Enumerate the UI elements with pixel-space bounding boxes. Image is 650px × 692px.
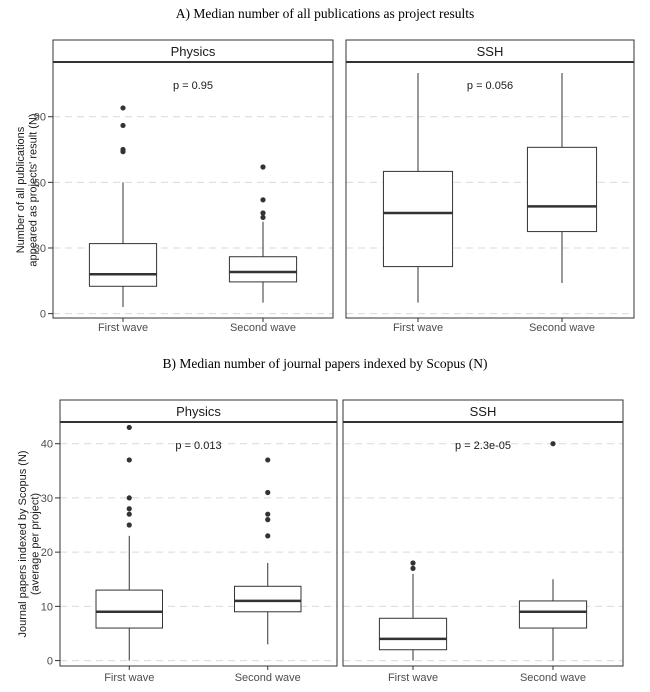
- box: [88, 243, 158, 287]
- outlier-point: [265, 517, 271, 523]
- y-tick-label: 30: [34, 243, 46, 255]
- outlier-point: [126, 457, 132, 463]
- box: [378, 617, 448, 651]
- box: [228, 256, 298, 283]
- y-axis-title: Journal papers indexed by Scopus (N)(ave…: [17, 450, 42, 637]
- p-value-annotation: p = 0.013: [175, 440, 221, 452]
- outlier-point: [550, 441, 556, 447]
- facet-label: Physics: [176, 404, 221, 419]
- outlier-point: [120, 122, 126, 129]
- x-tick-label: First wave: [388, 672, 438, 684]
- outlier-point: [126, 424, 132, 431]
- box: [95, 589, 163, 629]
- outlier-point: [265, 489, 271, 496]
- outlier-point: [265, 511, 271, 517]
- p-value-annotation: p = 0.95: [173, 80, 213, 92]
- panel-border: [59, 421, 338, 667]
- outlier-point: [260, 197, 266, 203]
- outlier-point: [260, 210, 266, 216]
- outlier-point: [260, 214, 266, 220]
- chart-title: B) Median number of journal papers index…: [162, 356, 487, 371]
- y-tick-label: 20: [41, 547, 53, 559]
- x-tick-label: Second wave: [529, 322, 595, 334]
- facet-label: Physics: [171, 44, 216, 59]
- outlier-point: [265, 533, 271, 539]
- outlier-point: [126, 511, 132, 517]
- y-tick-label: 40: [41, 439, 53, 451]
- x-tick-label: Second wave: [520, 672, 586, 684]
- y-tick-label: 90: [34, 112, 46, 124]
- outlier-point: [265, 457, 271, 463]
- y-axis-title: Number of all publicationsappeared as pr…: [15, 113, 40, 266]
- box: [518, 600, 588, 629]
- y-tick-label: 0: [40, 309, 46, 321]
- x-tick-label: First wave: [393, 322, 443, 334]
- p-value-annotation: p = 0.056: [467, 80, 513, 92]
- chart-title: A) Median number of all publications as …: [176, 6, 474, 21]
- y-tick-label: 10: [41, 601, 53, 613]
- facet-label: SSH: [470, 404, 497, 419]
- outlier-point: [410, 565, 416, 572]
- outlier-point: [126, 522, 132, 528]
- y-tick-label: 30: [41, 493, 53, 505]
- outlier-point: [410, 560, 416, 566]
- x-tick-label: Second wave: [235, 672, 301, 684]
- p-value-annotation: p = 2.3e-05: [455, 440, 511, 452]
- outlier-point: [120, 105, 126, 111]
- box: [234, 585, 302, 613]
- x-tick-label: Second wave: [230, 322, 296, 334]
- y-tick-label: 60: [34, 177, 46, 189]
- outlier-point: [126, 506, 132, 512]
- outlier-point: [260, 164, 266, 170]
- box: [526, 146, 598, 233]
- x-tick-label: First wave: [104, 672, 154, 684]
- outlier-point: [120, 146, 126, 153]
- x-tick-label: First wave: [98, 322, 148, 334]
- y-tick-label: 0: [47, 656, 53, 668]
- facet-label: SSH: [477, 44, 504, 59]
- box: [382, 170, 454, 268]
- outlier-point: [126, 495, 132, 501]
